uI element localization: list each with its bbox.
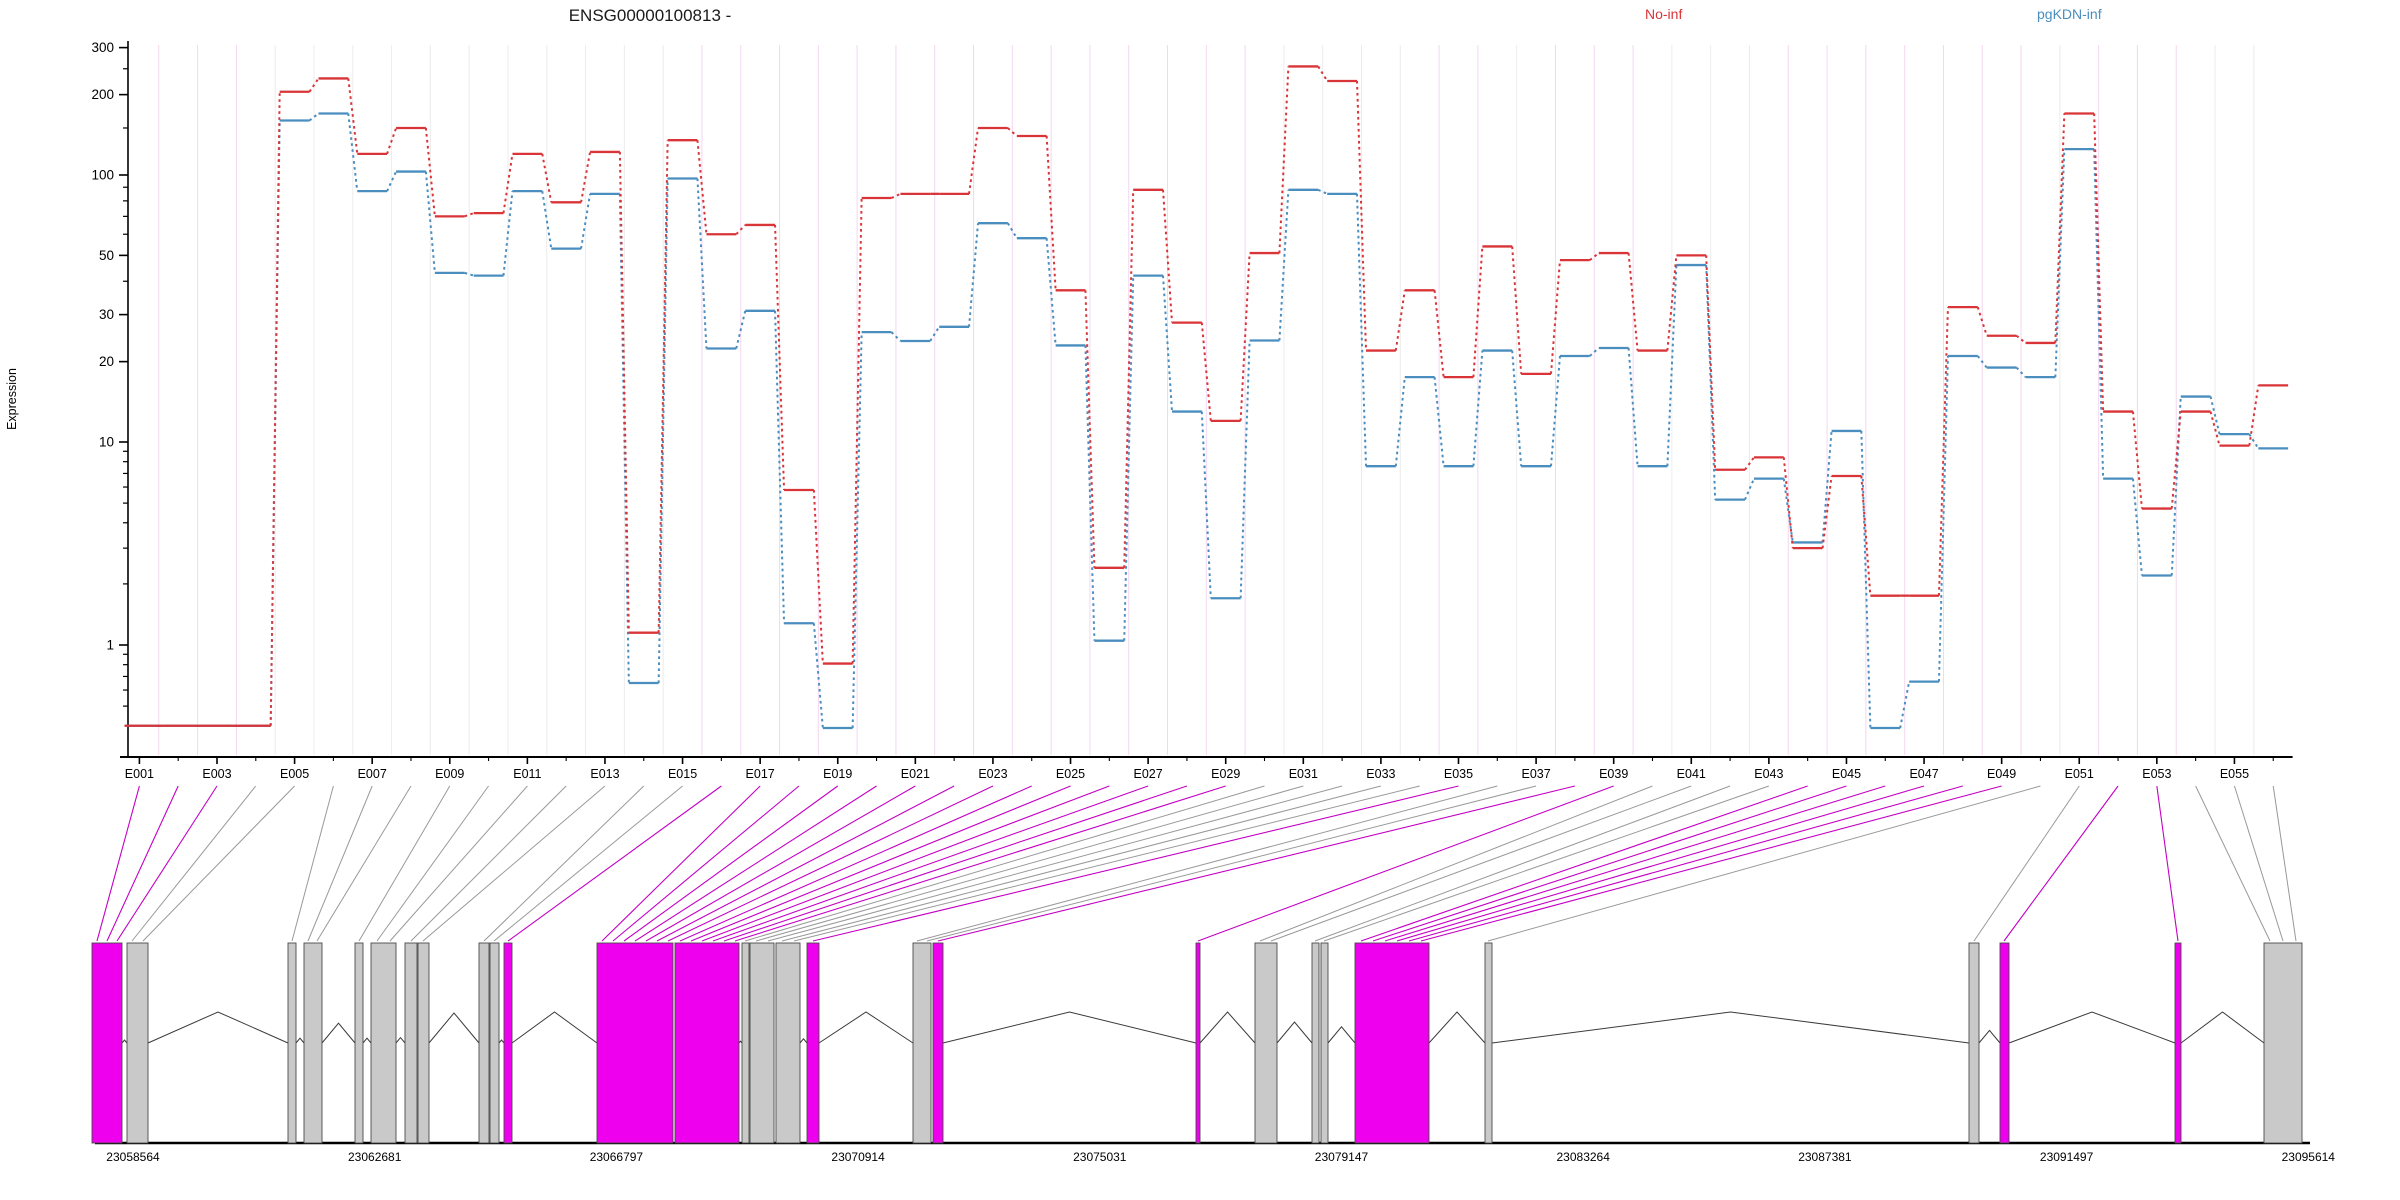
exon-box-significant[interactable]	[91, 942, 123, 1144]
x-tick-label: E037	[1521, 767, 1550, 781]
svg-text:20: 20	[99, 354, 114, 369]
x-tick-label: E051	[2065, 767, 2094, 781]
exon-box[interactable]	[912, 942, 932, 1144]
bin-to-exon-connector-fan	[96, 785, 2297, 942]
svg-text:200: 200	[91, 87, 114, 102]
x-tick-label: E019	[823, 767, 852, 781]
svg-text:300: 300	[91, 40, 114, 55]
genomic-coordinate: 23062681	[348, 1150, 402, 1164]
x-tick-label: E029	[1211, 767, 1240, 781]
exon-box[interactable]	[741, 942, 750, 1144]
exon-box-significant[interactable]	[674, 942, 740, 1144]
x-axis-exon-bins[interactable]: E001 E003 E005 E007 E009 E011 E013 E015 E017 E019…	[120, 756, 2293, 781]
svg-text:1: 1	[106, 638, 114, 653]
exon-box[interactable]	[489, 942, 500, 1144]
exon-box-significant[interactable]	[806, 942, 820, 1144]
genomic-coordinate: 23075031	[1073, 1150, 1127, 1164]
exon-box[interactable]	[1320, 942, 1329, 1144]
exon-box[interactable]	[354, 942, 364, 1144]
exon-box[interactable]	[478, 942, 490, 1144]
exon-box[interactable]	[303, 942, 323, 1144]
exon-box[interactable]	[404, 942, 418, 1144]
genomic-coordinate: 23058564	[106, 1150, 160, 1164]
x-tick-label: E043	[1754, 767, 1783, 781]
x-tick-label: E047	[1909, 767, 1938, 781]
expression-step-series	[124, 65, 2289, 730]
gridlines	[158, 45, 2255, 755]
genomic-coordinate: 23083264	[1557, 1150, 1611, 1164]
y-axis: 300 200 100 50 30 20 10 1 Expression	[5, 40, 129, 757]
exon-box[interactable]	[417, 942, 430, 1144]
x-tick-label: E027	[1134, 767, 1163, 781]
exon-box[interactable]	[1254, 942, 1278, 1144]
exon-box[interactable]	[1311, 942, 1320, 1144]
x-tick-label: E009	[435, 767, 464, 781]
genomic-coordinate: 23066797	[590, 1150, 644, 1164]
x-tick-label: E003	[202, 767, 231, 781]
genomic-coordinate: 23091497	[2040, 1150, 2094, 1164]
exon-box[interactable]	[2263, 942, 2303, 1144]
exon-box-significant[interactable]	[1195, 942, 1201, 1144]
x-tick-label: E001	[125, 767, 154, 781]
svg-text:50: 50	[99, 248, 114, 263]
x-tick-label: E015	[668, 767, 697, 781]
x-tick-label: E007	[358, 767, 387, 781]
svg-text:30: 30	[99, 307, 114, 322]
x-tick-label: E031	[1289, 767, 1318, 781]
x-tick-label: E041	[1677, 767, 1706, 781]
x-tick-label: E045	[1832, 767, 1861, 781]
legend-item-no-inf[interactable]: No-inf	[1645, 6, 1683, 22]
genomic-coordinate: 23087381	[1798, 1150, 1852, 1164]
x-tick-label: E039	[1599, 767, 1628, 781]
legend-item-pgkdn-inf[interactable]: pgKDN-inf	[2037, 6, 2102, 22]
exon-box[interactable]	[775, 942, 801, 1144]
series-No-inf	[124, 65, 2289, 727]
exon-box-significant[interactable]	[503, 942, 513, 1144]
exon-box[interactable]	[1484, 942, 1493, 1144]
x-tick-label: E021	[901, 767, 930, 781]
x-tick-label: E049	[1987, 767, 2016, 781]
exon-box-significant[interactable]	[596, 942, 674, 1144]
x-tick-label: E005	[280, 767, 309, 781]
genomic-coordinate-labels: 23058564 23062681 23066797 23070914 23075031…	[106, 1150, 2335, 1164]
exon-box[interactable]	[749, 942, 775, 1144]
x-tick-label: E053	[2142, 767, 2171, 781]
genomic-coordinate: 23070914	[831, 1150, 885, 1164]
x-tick-label: E033	[1366, 767, 1395, 781]
exon-box[interactable]	[126, 942, 149, 1144]
x-tick-label: E025	[1056, 767, 1085, 781]
genomic-coordinate: 23079147	[1315, 1150, 1369, 1164]
x-tick-label: E035	[1444, 767, 1473, 781]
y-axis-title: Expression	[5, 368, 19, 430]
exon-box-significant[interactable]	[932, 942, 944, 1144]
svg-text:10: 10	[99, 435, 114, 450]
exon-box-significant[interactable]	[1354, 942, 1430, 1144]
x-tick-label: E023	[978, 767, 1007, 781]
gene-model-track[interactable]	[91, 942, 2310, 1145]
x-tick-label: E011	[513, 767, 541, 781]
svg-text:100: 100	[91, 168, 114, 183]
exon-box[interactable]	[370, 942, 397, 1144]
exon-box[interactable]	[287, 942, 297, 1144]
exon-box-significant[interactable]	[1999, 942, 2010, 1144]
page-title: ENSG00000100813 -	[568, 6, 732, 25]
x-tick-label: E017	[746, 767, 775, 781]
exon-box-significant[interactable]	[2174, 942, 2182, 1144]
x-tick-label: E013	[590, 767, 619, 781]
x-tick-label: E055	[2220, 767, 2249, 781]
genomic-coordinate: 23095614	[2282, 1150, 2336, 1164]
exon-box[interactable]	[1968, 942, 1980, 1144]
